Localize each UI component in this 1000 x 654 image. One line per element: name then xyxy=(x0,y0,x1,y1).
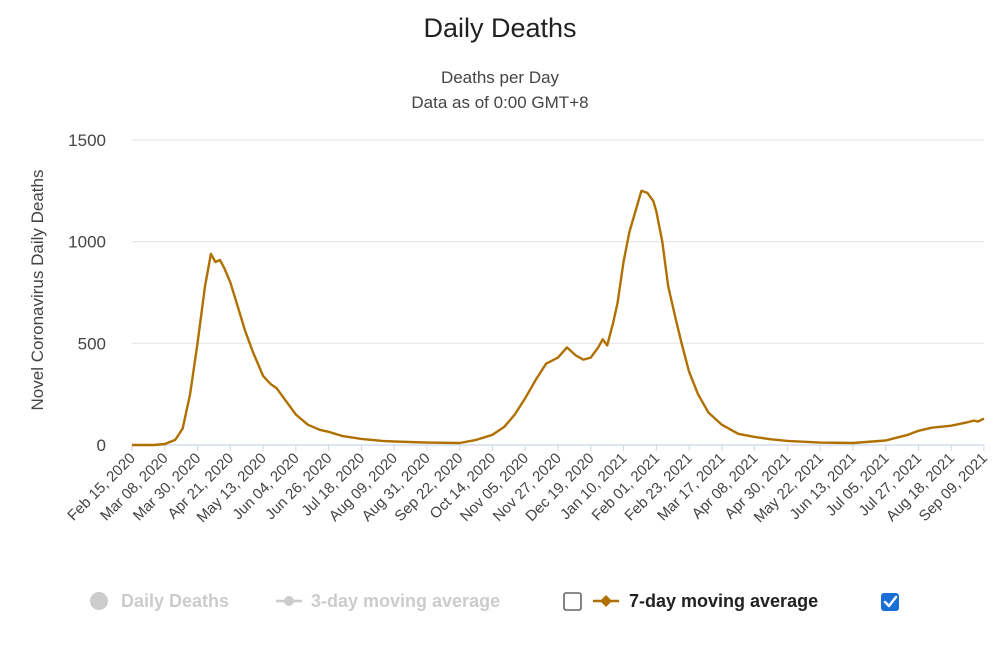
checkbox-box xyxy=(881,593,899,611)
y-tick-label: 1500 xyxy=(68,131,106,150)
y-axis-title: Novel Coronavirus Daily Deaths xyxy=(28,170,47,411)
gridlines xyxy=(132,139,984,446)
chart-subtitle-line-2: Data as of 0:00 GMT+8 xyxy=(411,93,588,112)
legend-label: 7-day moving average xyxy=(629,591,818,611)
series-line-7-day-moving-average xyxy=(132,189,985,447)
legend-marker-diamond-icon xyxy=(600,595,612,607)
legend-marker-dot-icon xyxy=(284,596,294,606)
chart-title: Daily Deaths xyxy=(423,13,576,43)
legend: Daily Deaths 3-day moving average 7-day mo… xyxy=(90,591,899,611)
checkmark-icon xyxy=(883,595,898,608)
y-tick-label: 0 xyxy=(97,436,106,455)
legend-item-3-day-moving-average[interactable]: 3-day moving average xyxy=(276,591,500,611)
checkbox-7-day-moving-average[interactable] xyxy=(881,593,899,611)
legend-label: 3-day moving average xyxy=(311,591,500,611)
chart-subtitle-line-1: Deaths per Day xyxy=(441,68,560,87)
legend-label: Daily Deaths xyxy=(121,591,229,611)
legend-item-daily-deaths[interactable]: Daily Deaths xyxy=(90,591,229,611)
series-layer xyxy=(132,189,985,447)
checkbox-3-day-moving-average[interactable] xyxy=(563,592,582,611)
y-tick-label: 500 xyxy=(78,334,106,353)
y-tick-label: 1000 xyxy=(68,233,106,252)
legend-item-7-day-moving-average[interactable]: 7-day moving average xyxy=(593,591,818,611)
legend-dot-icon xyxy=(90,592,108,610)
y-axis-ticks: 0 500 1000 1500 xyxy=(68,131,106,455)
